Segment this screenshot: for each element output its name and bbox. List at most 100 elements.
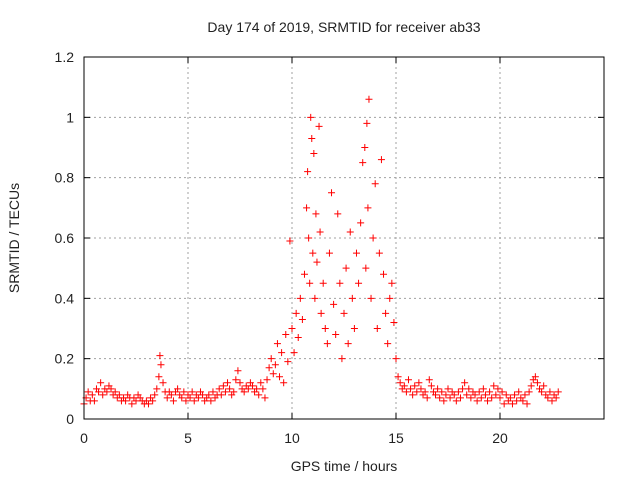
data-point	[338, 355, 346, 363]
data-point	[438, 388, 446, 396]
y-tick-label: 1	[66, 109, 74, 125]
data-point	[436, 394, 444, 402]
data-point	[432, 391, 440, 399]
data-point	[508, 400, 516, 408]
data-point	[463, 391, 471, 399]
data-point	[88, 391, 96, 399]
data-point	[465, 385, 473, 393]
data-point	[174, 385, 182, 393]
data-point	[404, 376, 412, 384]
data-point	[280, 379, 288, 387]
data-point	[207, 397, 215, 405]
x-tick-label: 0	[80, 430, 88, 446]
data-point	[276, 373, 284, 381]
data-point	[303, 204, 311, 212]
data-point	[434, 385, 442, 393]
data-point	[300, 270, 308, 278]
data-point	[149, 397, 157, 405]
data-point	[144, 400, 152, 408]
data-point	[221, 388, 229, 396]
data-point	[319, 279, 327, 287]
data-point	[296, 294, 304, 302]
data-point	[230, 388, 238, 396]
data-point	[486, 388, 494, 396]
data-point	[361, 144, 369, 151]
data-point	[255, 391, 263, 399]
data-point	[151, 391, 159, 399]
data-points	[80, 95, 562, 408]
data-point	[159, 379, 167, 387]
data-point	[494, 385, 502, 393]
data-point	[236, 379, 244, 387]
data-point	[400, 382, 408, 390]
data-point	[481, 391, 489, 399]
data-point	[484, 397, 492, 405]
data-point	[178, 394, 186, 402]
data-point	[240, 388, 248, 396]
data-point	[407, 385, 415, 393]
y-tick-label: 0.6	[55, 230, 75, 246]
data-point	[527, 382, 535, 390]
data-point	[340, 309, 348, 317]
data-point	[309, 249, 317, 257]
data-point	[115, 391, 123, 399]
data-point	[169, 397, 177, 405]
data-point	[263, 376, 271, 384]
data-point	[411, 382, 419, 390]
data-point	[95, 388, 103, 396]
data-point	[186, 394, 194, 402]
data-point	[194, 394, 202, 402]
data-point	[525, 388, 533, 396]
data-point	[346, 228, 354, 236]
data-point	[157, 361, 165, 369]
data-point	[362, 264, 370, 272]
data-point	[273, 340, 281, 348]
data-point	[513, 397, 521, 405]
data-point	[284, 358, 292, 366]
data-point	[248, 382, 256, 390]
data-point	[440, 397, 448, 405]
data-point	[348, 294, 356, 302]
data-point	[490, 382, 498, 390]
data-point	[498, 388, 506, 396]
x-tick-label: 15	[388, 430, 404, 446]
data-point	[452, 397, 460, 405]
data-point	[182, 397, 190, 405]
y-tick-label: 0	[66, 411, 74, 427]
data-point	[402, 388, 410, 396]
data-point	[336, 279, 344, 287]
data-point	[232, 376, 240, 384]
data-point	[307, 113, 315, 121]
data-point	[425, 376, 433, 384]
y-tick-label: 0.8	[55, 170, 75, 186]
data-point	[377, 156, 385, 164]
data-point	[292, 309, 300, 317]
data-point	[350, 325, 358, 332]
data-point	[371, 180, 379, 188]
data-point	[450, 391, 458, 399]
data-point	[367, 294, 375, 302]
data-point	[265, 364, 273, 372]
data-point	[540, 382, 548, 390]
data-point	[84, 388, 92, 396]
data-point	[288, 325, 296, 332]
data-point	[479, 385, 487, 393]
data-point	[461, 379, 469, 387]
data-point	[209, 388, 217, 396]
data-point	[217, 391, 225, 399]
data-point	[317, 309, 325, 317]
data-point	[546, 388, 554, 396]
data-point	[394, 373, 402, 381]
data-point	[321, 325, 329, 332]
data-point	[384, 340, 392, 348]
data-point	[467, 394, 475, 402]
data-point	[454, 388, 462, 396]
data-point	[373, 325, 381, 332]
data-point	[298, 315, 306, 323]
data-point	[413, 388, 421, 396]
data-point	[132, 397, 140, 405]
data-point	[328, 189, 336, 197]
data-point	[409, 391, 417, 399]
data-point	[315, 122, 323, 130]
data-point	[521, 391, 529, 399]
